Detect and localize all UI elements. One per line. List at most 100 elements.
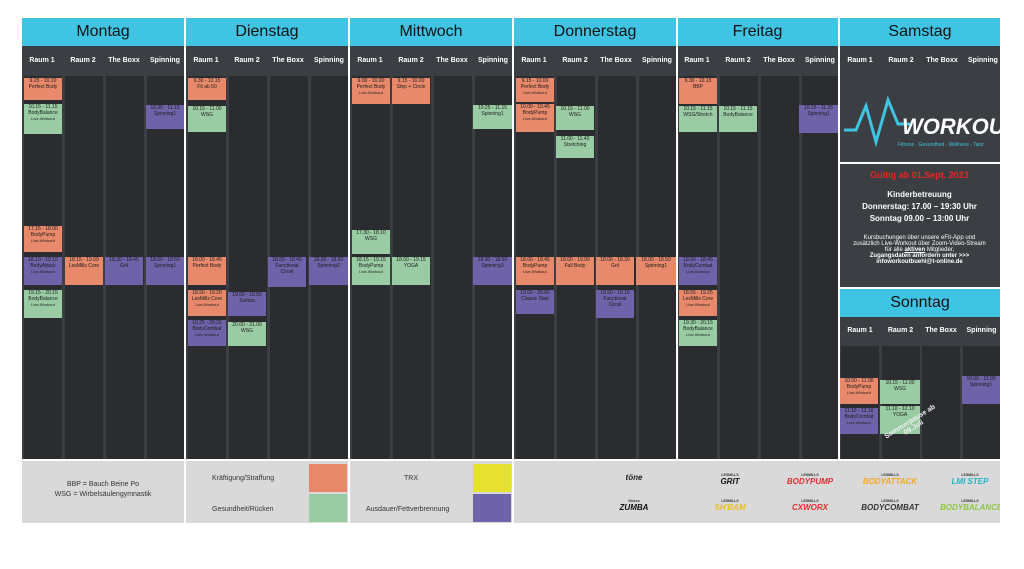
sunday-room-header: Spinning <box>966 327 997 334</box>
room-header: Spinning <box>968 57 998 64</box>
class-block: 10.15 - 11.15 BodyBalance Live-Workout <box>24 104 62 134</box>
room-header: Raum 2 <box>234 57 260 64</box>
info-separator <box>840 162 1000 164</box>
room-header: Spinning <box>642 57 672 64</box>
room-column <box>434 76 472 459</box>
class-block: 18.15 - 19.00 LesMills Core <box>65 257 103 285</box>
room-header: The Boxx <box>763 57 795 64</box>
class-block: 18.50 - 19.15 Functional Circel <box>596 290 634 318</box>
info-separator <box>840 287 1000 289</box>
class-block: 18.30 - 18.45 Grit <box>105 257 143 285</box>
day-header-freitag: Freitag <box>677 18 838 46</box>
class-block: 10.00 - 10.45 BodyPump Live-Workout <box>516 104 554 132</box>
day-separator <box>348 18 350 523</box>
legend-categories-1: Kräftigung/Straffung Gesundheit/Rücken <box>186 461 348 523</box>
room-header: The Boxx <box>926 57 958 64</box>
day-header-mittwoch: Mittwoch <box>350 18 512 46</box>
day-separator <box>184 18 186 523</box>
booking-line-3: für alle aktiven Mitglieder, <box>884 247 955 253</box>
class-block: 9.15 - 10.00 Perfect Body Live-Workout <box>516 78 554 102</box>
class-block: 10.15 - 11.15 BodyBalance <box>719 106 757 132</box>
class-block: 11.10 - 12.10 BodyCombat Live-Workout <box>840 408 878 434</box>
day-separator <box>512 18 514 523</box>
childcare-sunday: Sonntag 09.00 – 13:00 Uhr <box>869 214 970 223</box>
logo-tagline: Fitness · Gesundheit · Wellness · Tanz <box>898 142 984 148</box>
room-header: Raum 1 <box>193 57 219 64</box>
class-block: 17.30 - 18.10 WSG <box>352 230 390 254</box>
sunday-room-header: Raum 1 <box>847 327 873 334</box>
room-header: Raum 2 <box>398 57 424 64</box>
class-block: 9.25 - 10.10 Perfect Body <box>24 78 62 100</box>
day-separator <box>838 18 840 461</box>
brand-bodycombat: LESMILLS BODYCOMBAT <box>861 499 919 512</box>
class-block: 9.15 - 10.00 Step + Circle <box>392 78 430 104</box>
class-block: 10.25 - 11.15 Spinning1 <box>799 105 838 133</box>
info-panel: Gültig ab 01.Sept. 2023 Kinderbetreuung … <box>839 164 1000 288</box>
brand-grit: LESMILLS GRIT <box>720 473 740 486</box>
class-block: 19.25 - 20.25 BodyCombat Live-Workout <box>188 320 226 346</box>
room-header: Spinning <box>805 57 835 64</box>
room-header: The Boxx <box>600 57 632 64</box>
legend-abbr: BBP = Bauch Beine Po WSG = Wirbelsäuleng… <box>22 461 184 523</box>
class-block: 10.15 - 11.00 WSG <box>880 380 920 404</box>
class-block: 10.25 - 11.15 Spinning1 <box>146 105 184 129</box>
childcare-title: Kinderbetreuung <box>887 190 952 199</box>
swatch-ausdauer <box>473 494 511 522</box>
class-block: 11.10 - 12.10 YOGA <box>880 406 920 434</box>
class-block: 18.00 - 18.50 Spinning3 <box>473 257 512 285</box>
class-block: 18.00 - 18.30 Grit <box>596 257 634 285</box>
class-block: 19.00 - 20.00 Classic Step <box>516 290 554 314</box>
brand-zumba: fitness ZUMBA <box>619 499 649 512</box>
class-block: 18.50 - 19.20 LesMills Core Live-Workout <box>188 290 226 316</box>
brand-cxworx: LESMILLS CXWORX <box>792 499 828 512</box>
class-block: 18.00 - 18.45 BodyPump Live-Workout <box>516 257 554 285</box>
childcare-thursday: Donnerstag: 17.00 – 19:30 Uhr <box>862 202 977 211</box>
room-header: Raum 1 <box>847 57 873 64</box>
room-header: Raum 1 <box>684 57 710 64</box>
booking-line-2: zusätzlich Live-Workout über Zoom-Video-… <box>853 241 986 247</box>
class-block: 19.00 - 19.50 Zumba <box>228 292 266 316</box>
class-block: 18.15 - 19.15 BodyPump Live-Workout <box>352 257 390 285</box>
brand-shbam: LESMILLS SH'BAM <box>714 499 746 512</box>
class-block: 10.00 - 11.00 Spinning1 <box>962 376 1000 404</box>
room-header: Raum 2 <box>725 57 751 64</box>
room-header: Raum 2 <box>562 57 588 64</box>
brand-bodypump: LESMILLS BODYPUMP <box>786 473 834 486</box>
room-column <box>229 76 267 459</box>
room-header: The Boxx <box>436 57 468 64</box>
class-block: 17.15 - 18.00 BodyPump Live-Workout <box>24 226 62 252</box>
sunday-room-header: The Boxx <box>925 327 957 334</box>
legend-brands: töne LESMILLS GRIT LESMILLS BODYPUMP LESMI… <box>514 461 1000 523</box>
brand-lmi-step: LESMILLS LMI STEP <box>951 473 989 486</box>
workout-logo-icon: WORKOUT Fitness · Gesundheit · Wellness … <box>844 95 1000 148</box>
swatch-gesundheit <box>309 494 347 522</box>
day-header-sonntag: Sonntag <box>840 289 1000 317</box>
room-header: Spinning <box>150 57 180 64</box>
class-block: 18.10 - 19.10 BodyAttack Live-Workout <box>24 257 62 285</box>
room-header: Raum 2 <box>70 57 96 64</box>
brand-tone: töne <box>625 473 643 482</box>
legend-categories-2: TRX Ausdauer/Fettverbrennung <box>350 461 512 523</box>
class-block: 11.00 - 11.40 Stretching <box>556 136 594 158</box>
day-header-montag: Montag <box>22 18 184 46</box>
booking-email[interactable]: infoworkoutbuehl@t-online.de <box>876 259 963 265</box>
class-block: 9.30 - 10.15 BBP <box>679 78 717 104</box>
brand-bodybalance: LESMILLS BODYBALANCE <box>940 499 1000 512</box>
class-block: 18.00 - 18.45 Functional Circel <box>268 257 306 287</box>
logo-word: WORKOUT <box>902 114 1000 139</box>
class-block: 18.00 - 18.50 Spinning3 <box>309 257 348 285</box>
brand-bodyattack: LESMILLS BODYATTACK <box>862 473 918 486</box>
class-block: 9.30 - 10.15 Fit ab 50 <box>188 78 226 100</box>
class-block: 10.00 - 11.00 BodyPump Live-Workout <box>840 378 878 404</box>
room-column <box>720 76 758 459</box>
room-header: Raum 1 <box>357 57 383 64</box>
class-block: 18.00 - 18.50 Spinning1 <box>146 257 184 285</box>
class-block: 10.25 - 11.15 Spinning1 <box>473 105 512 129</box>
class-block: 19.15 - 20.15 BodyBalance Live-Workout <box>24 290 62 318</box>
class-block: 10.15 - 11.00 WSG <box>556 106 594 130</box>
room-header: Raum 1 <box>521 57 547 64</box>
sunday-room-column <box>922 346 960 459</box>
day-header-donnerstag: Donnerstag <box>514 18 676 46</box>
class-block: 18.00 - 19.15 YOGA <box>392 257 430 285</box>
room-header: Spinning <box>314 57 344 64</box>
